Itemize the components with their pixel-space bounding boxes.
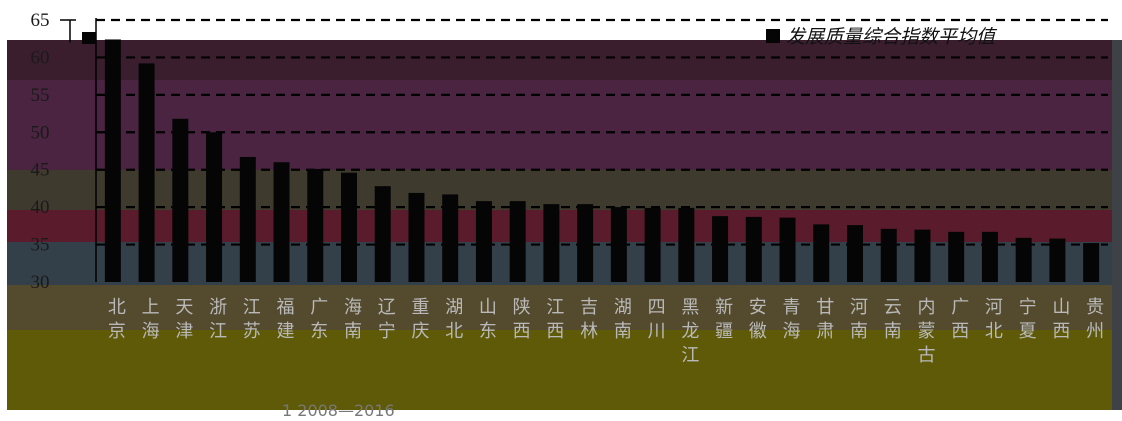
background-band-right-edge — [1112, 40, 1122, 410]
x-tick-label: 福建 — [277, 297, 295, 342]
legend-swatch — [766, 29, 780, 43]
bar-11 — [442, 194, 459, 282]
bar-13 — [509, 201, 526, 282]
y-tick-label: 35 — [31, 235, 50, 256]
bar-14 — [543, 204, 560, 282]
bar-marker — [82, 32, 96, 44]
x-tick-label: 四川 — [648, 297, 666, 342]
x-tick-label: 河北 — [985, 297, 1003, 342]
x-tick-label: 宁夏 — [1019, 297, 1037, 342]
x-tick-label: 青海 — [783, 297, 801, 342]
x-tick-label: 吉林 — [580, 297, 598, 342]
x-tick-label: 山西 — [1052, 297, 1070, 342]
x-tick-label: 海南 — [344, 297, 362, 342]
bar-30 — [1083, 243, 1100, 282]
bar-6 — [273, 162, 290, 282]
bar-16 — [610, 207, 627, 282]
y-tick-label: 40 — [31, 197, 50, 218]
bar-4 — [206, 132, 223, 282]
x-tick-label: 陕西 — [513, 297, 531, 342]
x-tick-label: 甘肃 — [816, 297, 834, 342]
x-tick-label: 湖北 — [445, 297, 463, 342]
y-tick-label: 45 — [31, 160, 50, 181]
x-tick-label: 安徽 — [749, 297, 767, 342]
x-tick-label: 浙江 — [209, 297, 227, 342]
x-tick-label: 贵州 — [1086, 297, 1104, 342]
x-tick-label: 天津 — [175, 297, 193, 342]
bar-17 — [644, 207, 661, 282]
background-band-brown — [7, 285, 1112, 330]
x-tick-label: 山东 — [479, 297, 497, 342]
figure-caption: 1 2008—2016 — [282, 401, 395, 420]
x-tick-label: 黑龙江 — [681, 297, 699, 366]
x-tick-label: 上海 — [142, 297, 160, 342]
x-tick-label: 内蒙古 — [917, 297, 935, 366]
background-band-olive — [7, 330, 1112, 410]
y-tick-label: 30 — [31, 272, 50, 293]
bar-27 — [981, 231, 998, 282]
x-tick-label: 新疆 — [715, 297, 733, 342]
bar-3 — [172, 118, 189, 282]
bar-12 — [475, 201, 492, 282]
y-tick-label: 60 — [31, 47, 50, 68]
x-tick-label: 广西 — [951, 297, 969, 342]
x-tick-label: 辽宁 — [378, 297, 396, 342]
bar-22 — [813, 224, 830, 282]
x-tick-label: 江西 — [546, 297, 564, 342]
bar-9 — [374, 186, 391, 282]
legend-label: 发展质量综合指数平均值 — [786, 26, 998, 48]
bar-25 — [914, 229, 931, 282]
bar-24 — [880, 228, 897, 282]
legend: 发展质量综合指数平均值 — [766, 26, 998, 48]
background-band-top — [7, 40, 1112, 80]
y-tick-label: 50 — [31, 122, 50, 143]
bar-28 — [1015, 237, 1032, 282]
background-band-middle — [7, 170, 1112, 210]
x-tick-label: 广东 — [310, 297, 328, 342]
y-tick-label: 65 — [31, 10, 50, 31]
bar-29 — [1049, 238, 1066, 282]
bar-5 — [239, 156, 256, 282]
bar-20 — [745, 216, 762, 282]
bar-10 — [408, 192, 425, 282]
bar-8 — [341, 172, 357, 282]
bar-1 — [104, 39, 121, 282]
y-tick-label: 55 — [31, 85, 50, 106]
x-tick-label: 云南 — [884, 297, 902, 342]
bar-23 — [847, 225, 863, 282]
x-tick-label: 河南 — [850, 297, 868, 342]
bar-19 — [712, 216, 729, 282]
bar-26 — [948, 231, 965, 282]
bar-18 — [678, 207, 695, 282]
bar-15 — [577, 204, 594, 282]
x-tick-label: 湖南 — [614, 297, 632, 342]
bar-7 — [307, 168, 324, 282]
x-tick-label: 北京 — [108, 297, 126, 342]
x-tick-label: 重庆 — [411, 297, 429, 342]
x-tick-label: 江苏 — [243, 297, 261, 342]
bar-2 — [138, 63, 155, 282]
bar-21 — [779, 217, 796, 282]
